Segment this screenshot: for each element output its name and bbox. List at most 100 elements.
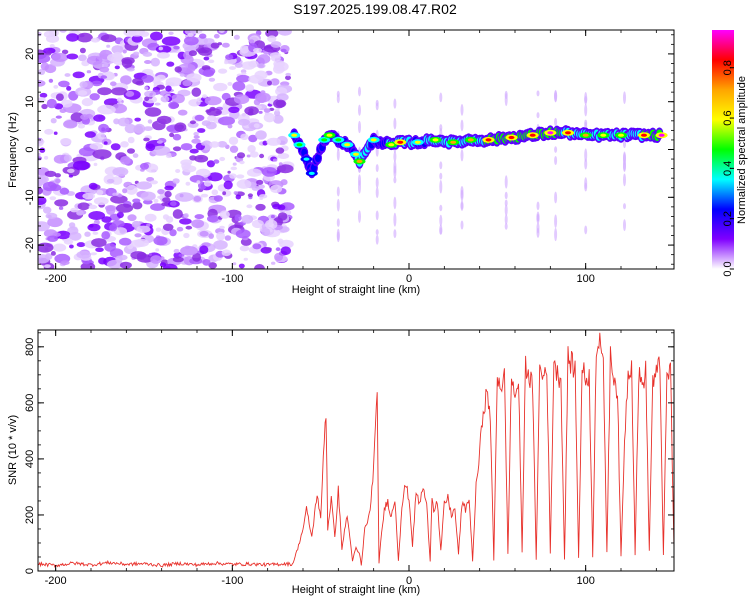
noise-blob	[120, 141, 129, 148]
noise-blob	[49, 196, 57, 201]
noise-blob	[55, 93, 64, 101]
noise-streak	[504, 175, 508, 189]
noise-blob	[255, 203, 266, 211]
noise-blob	[89, 142, 104, 150]
noise-blob	[201, 65, 211, 71]
noise-blob	[69, 244, 74, 249]
noise-blob	[236, 174, 245, 179]
noise-blob	[70, 112, 84, 123]
noise-blob	[177, 109, 188, 116]
noise-blob	[93, 162, 98, 167]
ridge-peak	[565, 131, 571, 135]
noise-blob	[239, 245, 250, 252]
noise-streak	[554, 227, 558, 242]
snr-axes: -200 -100 0 100 0 200 400 600 800	[24, 330, 674, 587]
noise-blob	[133, 123, 146, 134]
noise-blob	[77, 90, 88, 96]
noise-blob	[229, 66, 236, 70]
noise-blob	[224, 235, 232, 241]
ridge-peak	[658, 133, 665, 137]
ridge-peak	[582, 133, 589, 137]
noise-blob	[241, 214, 254, 224]
noise-blob	[248, 60, 259, 68]
noise-blob	[38, 97, 46, 103]
noise-streak	[504, 223, 508, 230]
noise-streak	[393, 160, 397, 174]
noise-streak	[584, 158, 588, 170]
noise-blob	[170, 201, 177, 207]
noise-blob	[90, 252, 97, 256]
noise-blob	[82, 192, 95, 200]
noise-blob	[133, 51, 140, 56]
noise-blob	[104, 243, 116, 252]
noise-blob	[54, 173, 61, 178]
noise-blob	[143, 126, 153, 131]
noise-blob	[232, 81, 246, 92]
noise-blob	[59, 30, 67, 33]
noise-blob	[91, 80, 103, 87]
snr-xlabel: Height of straight line (km)	[292, 584, 420, 596]
noise-blob	[97, 104, 116, 115]
ridge-peak	[356, 159, 363, 163]
noise-blob	[193, 195, 202, 202]
noise-blob	[92, 149, 112, 160]
noise-blob	[67, 168, 75, 173]
noise-blob	[144, 107, 162, 117]
noise-blob	[132, 77, 143, 85]
noise-blob	[38, 186, 43, 195]
noise-blob	[125, 184, 138, 195]
noise-blob	[251, 219, 264, 229]
noise-blob	[277, 164, 294, 174]
noise-blob	[172, 178, 180, 184]
noise-blob	[270, 184, 283, 194]
noise-streak	[393, 151, 397, 162]
noise-blob	[203, 56, 210, 61]
noise-streak	[336, 228, 340, 241]
noise-blob	[127, 214, 137, 222]
noise-blob	[233, 94, 250, 105]
noise-blob	[175, 169, 181, 173]
noise-streak	[623, 91, 626, 104]
noise-blob	[275, 147, 285, 154]
noise-blob	[263, 108, 271, 113]
noise-blob	[201, 141, 207, 146]
noise-blob	[59, 108, 67, 114]
colorbar: 0.0 0.2 0.4 0.6 0.8 Normalized spectral ampl…	[712, 30, 748, 277]
noise-streak	[358, 174, 361, 186]
noise-blob	[106, 205, 116, 215]
noise-blob	[64, 73, 71, 77]
noise-blob	[140, 191, 156, 201]
noise-blob	[47, 235, 59, 242]
noise-blob	[234, 214, 242, 222]
noise-blob	[43, 229, 58, 238]
noise-blob	[101, 231, 111, 240]
noise-blob	[69, 231, 82, 241]
noise-blob	[248, 39, 255, 44]
noise-streak	[393, 117, 397, 130]
noise-blob	[99, 66, 110, 73]
noise-blob	[162, 263, 178, 269]
noise-blob	[172, 256, 184, 263]
noise-blob	[144, 96, 150, 102]
noise-blob	[150, 57, 160, 67]
noise-blob	[196, 180, 201, 185]
y-tick-label: 20	[24, 48, 36, 60]
noise-blob	[208, 59, 215, 64]
noise-blob	[55, 178, 61, 183]
noise-streak	[358, 210, 361, 223]
noise-blob	[66, 86, 72, 91]
noise-blob	[256, 63, 266, 69]
noise-blob	[127, 136, 135, 144]
noise-blob	[95, 247, 104, 252]
noise-blob	[208, 233, 214, 239]
noise-blob	[50, 118, 57, 124]
noise-blob	[204, 180, 212, 187]
noise-blob	[277, 204, 286, 211]
noise-blob	[278, 162, 283, 166]
noise-streak	[536, 201, 540, 211]
noise-blob	[150, 31, 163, 41]
noise-blob	[261, 228, 271, 237]
noise-streak	[623, 173, 626, 187]
noise-blob	[247, 193, 253, 198]
colorbar-tick-label: 0.8	[722, 60, 734, 75]
